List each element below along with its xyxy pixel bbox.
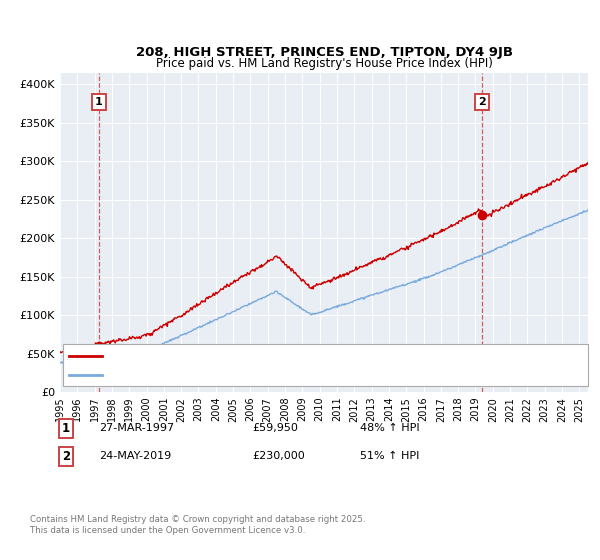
Text: 1: 1: [95, 97, 103, 107]
Text: £230,000: £230,000: [252, 451, 305, 461]
Text: 208, HIGH STREET, PRINCES END, TIPTON, DY4 9JB (semi-detached house): 208, HIGH STREET, PRINCES END, TIPTON, D…: [108, 351, 495, 361]
Text: 51% ↑ HPI: 51% ↑ HPI: [360, 451, 419, 461]
Text: HPI: Average price, semi-detached house, Sandwell: HPI: Average price, semi-detached house,…: [108, 370, 377, 380]
Text: Price paid vs. HM Land Registry's House Price Index (HPI): Price paid vs. HM Land Registry's House …: [155, 57, 493, 70]
Text: 2: 2: [62, 450, 70, 463]
Text: 1: 1: [62, 422, 70, 435]
Text: 48% ↑ HPI: 48% ↑ HPI: [360, 423, 419, 433]
Text: 27-MAR-1997: 27-MAR-1997: [99, 423, 174, 433]
Text: 208, HIGH STREET, PRINCES END, TIPTON, DY4 9JB: 208, HIGH STREET, PRINCES END, TIPTON, D…: [136, 46, 512, 59]
Text: 24-MAY-2019: 24-MAY-2019: [99, 451, 171, 461]
Text: £59,950: £59,950: [252, 423, 298, 433]
Text: 2: 2: [478, 97, 486, 107]
Text: Contains HM Land Registry data © Crown copyright and database right 2025.
This d: Contains HM Land Registry data © Crown c…: [30, 515, 365, 535]
